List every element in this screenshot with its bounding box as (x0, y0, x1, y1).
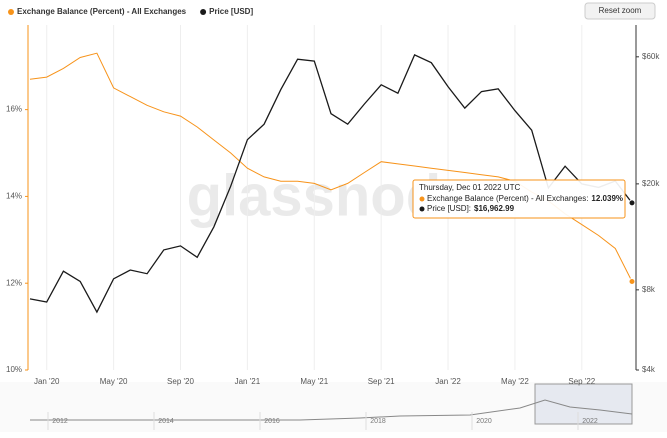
hover-marker (628, 199, 636, 207)
tooltip-value: $16,962.99 (474, 204, 515, 213)
series-line (29, 54, 633, 314)
navigator-label: 2020 (476, 418, 492, 425)
legend-marker (200, 9, 207, 15)
legend-label: Exchange Balance (Percent) - All Exchang… (17, 7, 187, 16)
legend-marker (8, 9, 14, 15)
x-tick-label: May '22 (501, 377, 529, 386)
tooltip-marker (419, 206, 425, 212)
y-tick-label: 14% (6, 192, 22, 201)
navigator-window (534, 383, 633, 425)
y2-tick-label: $20k (642, 179, 660, 188)
tooltip-marker (419, 196, 425, 202)
y2-tick-label: $8k (642, 285, 656, 294)
y-tick-label: 10% (6, 365, 22, 374)
navigator-label: 2018 (370, 418, 386, 425)
navigator-label: 2022 (582, 418, 598, 425)
x-tick-label: Jan '21 (235, 377, 261, 386)
x-tick-label: Sep '22 (568, 377, 595, 386)
y2-tick-label: $60k (642, 52, 660, 61)
legend-label: Price [USD] (209, 7, 253, 16)
navigator-line (30, 399, 633, 421)
tooltip-label: Exchange Balance (Percent) - All Exchang… (427, 194, 588, 203)
x-tick-label: Sep '21 (368, 377, 395, 386)
reset-button-label[interactable]: Reset zoom (599, 6, 642, 15)
x-tick-label: Jan '22 (435, 377, 461, 386)
tooltip-label: Price [USD]: (427, 204, 471, 213)
tooltip-value: 12.039% (591, 194, 623, 203)
y-tick-label: 16% (6, 105, 22, 114)
x-tick-label: Jan '20 (34, 377, 60, 386)
navigator-label: 2016 (264, 418, 280, 425)
reset-button[interactable] (584, 2, 656, 20)
tooltip-title: Thursday, Dec 01 2022 UTC (419, 183, 520, 192)
y-tick-label: 12% (6, 278, 22, 287)
hover-marker (628, 278, 636, 286)
y2-tick-label: $4k (642, 365, 656, 374)
x-tick-label: Sep '20 (167, 377, 194, 386)
navigator-label: 2014 (158, 418, 174, 425)
navigator-label: 2012 (52, 418, 68, 425)
x-tick-label: May '21 (300, 377, 328, 386)
tooltip (412, 179, 626, 219)
x-tick-label: May '20 (100, 377, 128, 386)
